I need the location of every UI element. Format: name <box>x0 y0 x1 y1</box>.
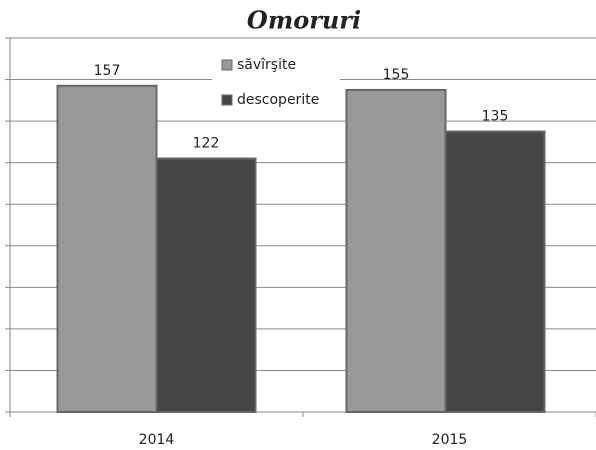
bar <box>155 157 257 413</box>
chart-title: Omoruri <box>247 6 361 35</box>
legend-label: descoperite <box>237 92 319 108</box>
x-tick-label: 2015 <box>432 432 468 448</box>
value-label: 122 <box>193 136 220 152</box>
value-label: 155 <box>383 67 410 83</box>
bar <box>444 130 546 413</box>
legend-swatch <box>221 94 233 106</box>
legend-swatch <box>221 59 233 71</box>
legend-box <box>212 50 340 116</box>
value-label: 135 <box>482 109 509 125</box>
bar <box>345 88 447 413</box>
x-tick-label: 2014 <box>139 432 175 448</box>
legend-label: săvîrşite <box>237 57 296 73</box>
bar <box>56 84 158 414</box>
value-label: 157 <box>94 63 121 79</box>
